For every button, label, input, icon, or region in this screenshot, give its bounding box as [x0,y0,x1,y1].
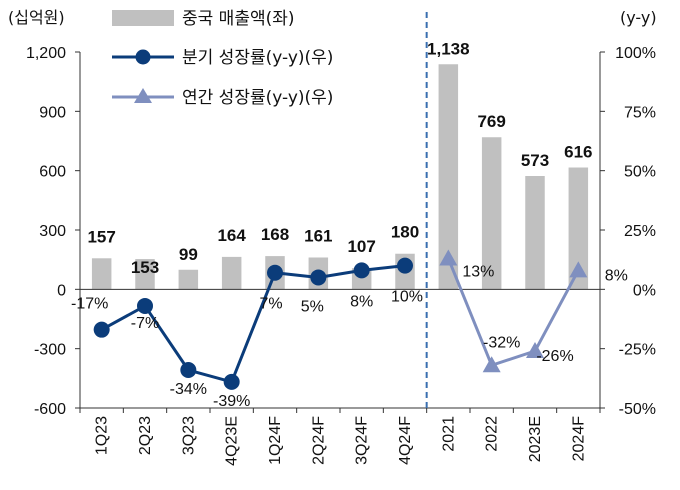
left-tick-label: -600 [34,401,66,418]
x-tick-label: 4Q23E [224,416,241,466]
left-tick-label: 300 [39,223,66,240]
left-tick-label: 600 [39,164,66,181]
x-tick-label: 2Q23 [137,416,154,455]
right-axis-unit-label: (y-y) [620,8,657,27]
x-tick-label: 1Q24F [267,416,284,465]
chart-legend: 중국 매출액(좌) 분기 성장률(y-y)(우) 연간 성장률(y-y)(우) [112,9,333,108]
x-tick-label: 2024F [570,416,587,462]
annual-growth-label: -26% [536,348,573,365]
annual-growth-point [482,356,501,373]
annual-growth-point [526,342,544,359]
right-tick-label: 50% [624,164,656,181]
x-tick-label: 1Q23 [94,416,111,455]
bar-value-label: 1,138 [427,39,470,58]
quarterly-growth-point [397,257,413,274]
x-tick-label: 2022 [484,416,501,452]
legend-label-annual: 연간 성장률(y-y)(우) [182,88,333,108]
quarterly-growth-point [223,373,240,390]
quarterly-growth-point [93,321,110,338]
bar [91,258,112,290]
x-tick-label: 3Q24F [354,416,371,465]
quarterly-growth-label: 5% [301,298,324,315]
annual-growth-point [439,249,458,266]
x-tick-label: 2023E [527,416,544,462]
legend-label-quarterly: 분기 성장률(y-y)(우) [182,48,333,68]
quarterly-growth-point [137,297,153,314]
annual-growth-point [569,261,588,278]
annual-growth-label: 13% [462,263,494,280]
quarterly-growth-label: 10% [391,289,423,306]
bar-value-label: 99 [179,245,198,264]
x-tick-label: 2021 [440,416,457,452]
quarterly-growth-label: -7% [131,315,159,332]
quarterly-growth-label: -17% [71,296,108,313]
bar-value-label: 107 [347,237,375,256]
quarterly-growth-point [353,262,370,279]
left-axis-unit-label: (십억원) [8,8,65,27]
quarterly-growth-point [310,269,327,286]
bar-value-label: 157 [87,227,115,246]
quarterly-growth-label: 8% [350,293,373,310]
x-tick-label: 4Q24F [397,416,414,465]
right-tick-label: 75% [624,104,656,121]
bar-value-label: 164 [217,226,246,245]
bar-value-label: 180 [391,223,419,242]
quarterly-growth-label: -34% [170,381,207,398]
right-tick-label: 25% [624,223,656,240]
quarterly-growth-label: -39% [213,393,250,410]
legend-swatch-bar [112,10,174,26]
bar-value-label: 161 [304,226,332,245]
x-tick-label: 2Q24F [310,416,327,465]
bar-value-label: 153 [131,258,159,277]
bar [438,64,459,290]
x-tick-label: 3Q23 [180,416,197,455]
bar-value-label: 616 [564,143,592,162]
right-tick-label: 0% [633,282,656,299]
bar [221,256,242,290]
bar [178,269,199,290]
bar [481,137,502,290]
bar [525,176,545,290]
legend-swatch-annual-marker [134,88,152,103]
annual-growth-label: -32% [483,334,520,351]
annual-growth-series-line [446,257,580,368]
bar-value-label: 769 [477,112,505,131]
bar-value-label: 168 [261,225,289,244]
legend-swatch-quarterly-marker [135,49,151,65]
left-tick-label: -300 [34,342,66,359]
bar [135,259,155,290]
quarterly-growth-label: 7% [259,296,282,313]
left-tick-label: 0 [57,282,66,299]
bar-value-label: 573 [521,151,549,170]
right-tick-label: -25% [619,342,656,359]
bar [568,167,589,290]
quarterly-growth-point [180,362,197,379]
right-tick-label: 100% [615,45,656,62]
left-tick-label: 900 [39,104,66,121]
quarterly-growth-point [267,264,283,281]
annual-growth-label: 8% [605,267,628,284]
left-tick-label: 1,200 [26,45,66,62]
legend-label-bar: 중국 매출액(좌) [182,9,295,29]
right-tick-label: -50% [619,401,656,418]
